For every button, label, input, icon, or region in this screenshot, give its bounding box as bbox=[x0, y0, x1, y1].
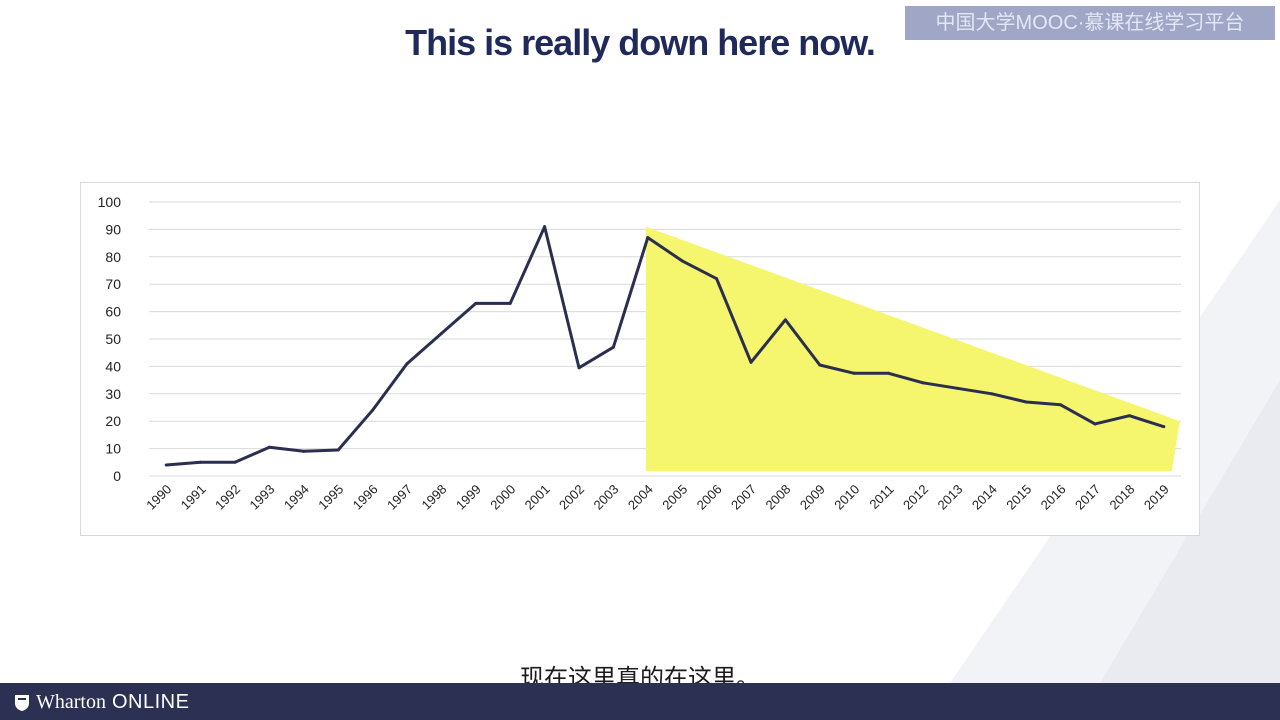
x-tick-label: 1998 bbox=[418, 482, 449, 513]
y-tick-label: 40 bbox=[105, 358, 121, 374]
series-line bbox=[166, 225, 1165, 467]
data-point bbox=[749, 360, 753, 364]
chart-container: 0 10 20 30 40 50 60 70 80 90 100 1990 1991 1992 1993 19… bbox=[80, 182, 1200, 536]
data-point bbox=[611, 345, 615, 349]
data-point bbox=[715, 277, 719, 281]
y-tick-label: 0 bbox=[113, 468, 121, 484]
x-tick-label: 2019 bbox=[1141, 482, 1172, 513]
y-tick-label: 70 bbox=[105, 276, 121, 292]
data-point bbox=[1127, 414, 1131, 418]
data-point bbox=[783, 318, 787, 322]
data-point bbox=[439, 332, 443, 336]
y-tick-label: 20 bbox=[105, 413, 121, 429]
x-tick-label: 1994 bbox=[281, 482, 312, 513]
data-point bbox=[818, 363, 822, 367]
y-tick-label: 10 bbox=[105, 441, 121, 457]
data-point bbox=[164, 463, 168, 467]
data-point bbox=[887, 371, 891, 375]
brand-suffix: ONLINE bbox=[111, 691, 190, 713]
y-tick-label: 30 bbox=[105, 386, 121, 402]
data-point bbox=[646, 236, 650, 240]
data-point bbox=[1093, 422, 1097, 426]
x-tick-label: 2006 bbox=[694, 482, 725, 513]
data-point bbox=[1059, 403, 1063, 407]
x-tick-label: 2017 bbox=[1072, 482, 1103, 513]
x-tick-label: 2001 bbox=[522, 482, 553, 513]
x-tick-label: 2010 bbox=[831, 482, 862, 513]
data-point bbox=[371, 408, 375, 412]
x-tick-label: 2013 bbox=[934, 482, 965, 513]
y-tick-label: 80 bbox=[105, 249, 121, 265]
x-tick-label: 2005 bbox=[659, 482, 690, 513]
x-tick-label: 1992 bbox=[212, 482, 243, 513]
data-point bbox=[1162, 425, 1166, 429]
data-point bbox=[1024, 400, 1028, 404]
x-tick-label: 1997 bbox=[384, 482, 415, 513]
data-point bbox=[852, 371, 856, 375]
x-tick-label: 2002 bbox=[556, 482, 587, 513]
brand-logo: Wharton ONLINE bbox=[14, 691, 189, 714]
data-point bbox=[990, 392, 994, 396]
shield-icon bbox=[15, 694, 29, 711]
x-tick-label: 2016 bbox=[1038, 482, 1069, 513]
y-tick-label: 60 bbox=[105, 304, 121, 320]
data-point bbox=[921, 381, 925, 385]
y-tick-label: 90 bbox=[105, 221, 121, 237]
data-point bbox=[543, 225, 547, 229]
x-tick-label: 1991 bbox=[178, 482, 209, 513]
data-point bbox=[955, 386, 959, 390]
x-tick-label: 1995 bbox=[315, 482, 346, 513]
highlight-triangle bbox=[645, 226, 1180, 471]
data-point bbox=[199, 460, 203, 464]
x-tick-label: 2014 bbox=[969, 482, 1000, 513]
x-tick-label: 1999 bbox=[453, 482, 484, 513]
x-tick-label: 2011 bbox=[866, 482, 896, 512]
x-tick-label: 2000 bbox=[487, 482, 518, 513]
x-tick-label: 1993 bbox=[246, 482, 277, 513]
y-tick-label: 50 bbox=[105, 331, 121, 347]
footer-bar: Wharton ONLINE bbox=[0, 683, 1280, 720]
y-tick-label: 100 bbox=[98, 194, 122, 210]
x-tick-label: 2009 bbox=[797, 482, 828, 513]
data-point bbox=[577, 366, 581, 370]
data-point bbox=[508, 301, 512, 305]
x-tick-label: 2003 bbox=[590, 482, 621, 513]
x-tick-label: 2007 bbox=[728, 482, 759, 513]
data-point bbox=[302, 449, 306, 453]
data-point bbox=[233, 460, 237, 464]
data-point bbox=[474, 301, 478, 305]
caption-english: This is really down here now. bbox=[405, 22, 876, 63]
brand-name: Wharton bbox=[36, 691, 106, 713]
data-point bbox=[267, 445, 271, 449]
x-tick-label: 2015 bbox=[1003, 482, 1034, 513]
data-point bbox=[405, 362, 409, 366]
x-tick-label: 2004 bbox=[625, 482, 656, 513]
data-point bbox=[680, 259, 684, 263]
watermark: 中国大学MOOC·慕课在线学习平台 bbox=[905, 6, 1275, 40]
x-tick-label: 2008 bbox=[762, 482, 793, 513]
x-tick-label: 1996 bbox=[350, 482, 381, 513]
data-point bbox=[336, 448, 340, 452]
x-tick-label: 2018 bbox=[1106, 482, 1137, 513]
x-tick-label: 1990 bbox=[143, 482, 174, 513]
x-tick-label: 2012 bbox=[900, 482, 931, 513]
